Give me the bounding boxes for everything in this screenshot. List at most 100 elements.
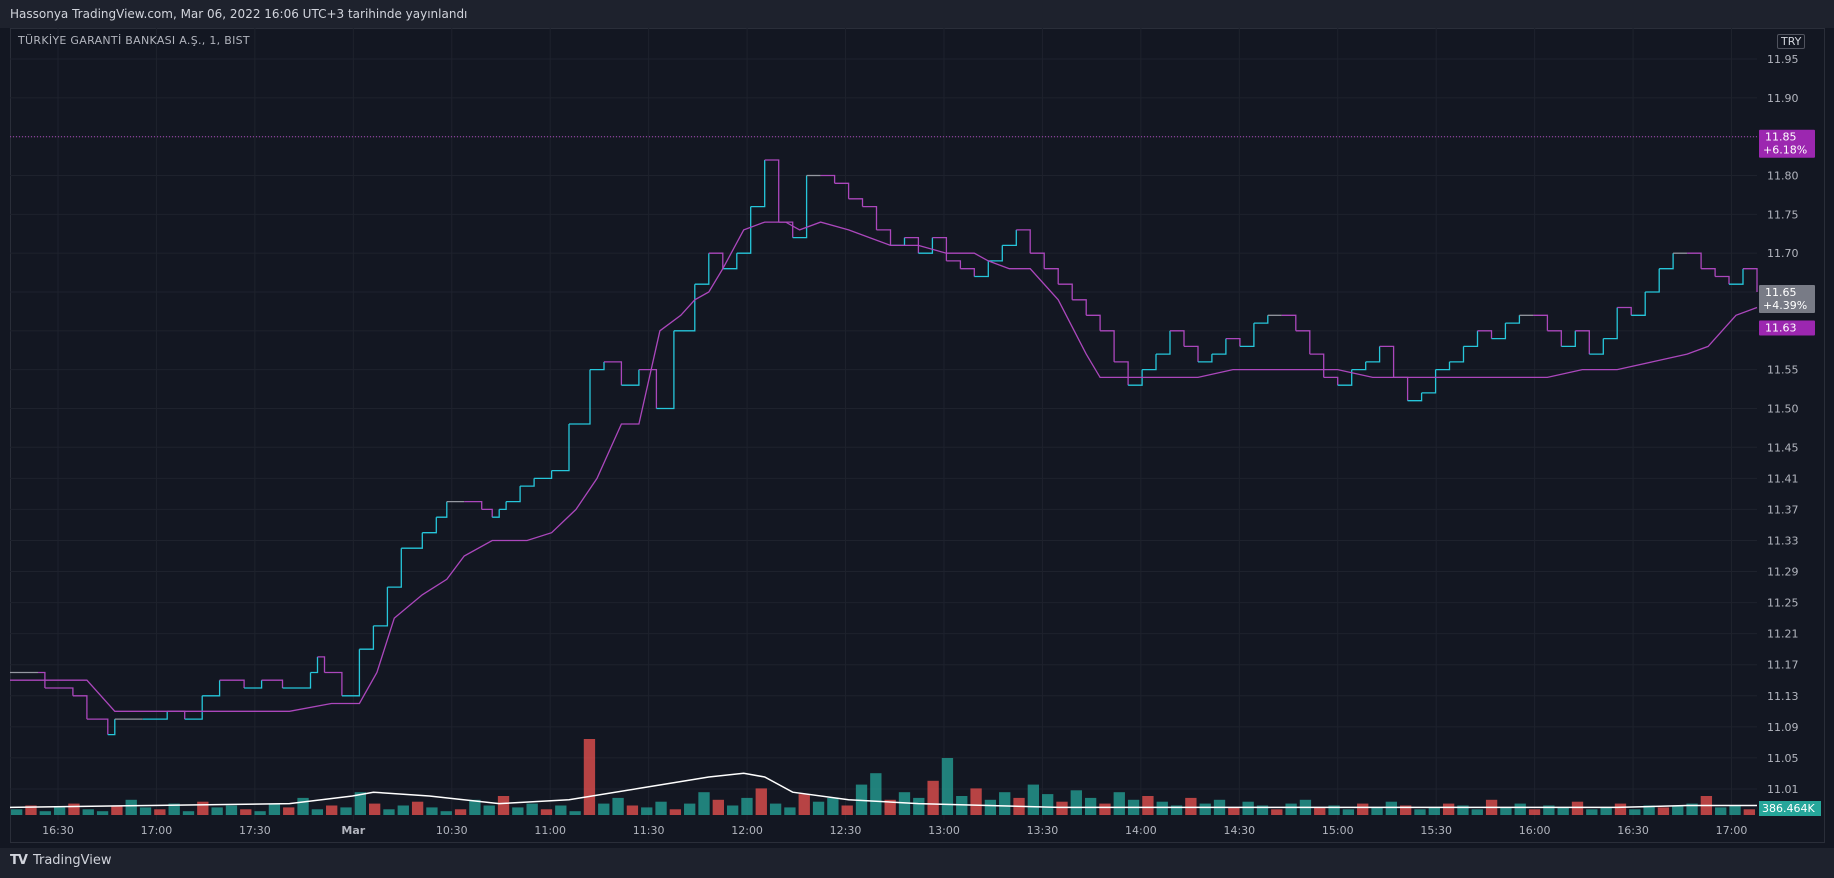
price-step-segment	[1393, 376, 1409, 401]
current-price-badge-change: +4.39%	[1763, 299, 1807, 312]
brand[interactable]: TV TradingView	[10, 853, 111, 868]
volume-bar	[999, 792, 1011, 815]
price-step-segment	[1687, 252, 1702, 269]
price-step-segment	[1030, 252, 1045, 269]
volume-bar	[1371, 807, 1383, 815]
volume-bar	[726, 805, 739, 815]
price-step-segment	[359, 625, 375, 650]
volume-bar	[1471, 809, 1483, 815]
y-tick-label: 11.80	[1767, 170, 1799, 183]
volume-bar	[655, 801, 667, 815]
vwap-badge-bg	[1759, 320, 1815, 336]
price-step-segment	[1128, 369, 1143, 386]
session-high-badge-change: +6.18%	[1763, 144, 1807, 157]
y-tick-label: 11.55	[1767, 364, 1799, 377]
price-step-segment	[534, 470, 553, 480]
session-high-badge-bg	[1759, 129, 1815, 158]
volume-bar	[182, 811, 195, 815]
volume-bar	[698, 792, 710, 815]
price-step-segment	[72, 695, 88, 720]
price-step-segment	[341, 649, 361, 697]
price-step-segment	[988, 245, 1003, 262]
volume-bar	[1743, 809, 1755, 815]
price-step-segment	[1156, 330, 1171, 355]
price-step-segment	[1142, 354, 1157, 371]
volume-bar	[1314, 807, 1326, 815]
price-step-segment	[722, 253, 738, 270]
volume-bar	[497, 796, 510, 815]
volume-bar	[68, 803, 80, 815]
volume-bar	[898, 792, 911, 815]
volume-bar	[1271, 809, 1283, 815]
price-step-segment	[834, 182, 850, 199]
x-tick-label: 14:30	[1223, 824, 1255, 837]
x-tick-label: 10:30	[436, 824, 468, 837]
price-step-segment	[1575, 330, 1590, 355]
price-axis[interactable]: 11.9511.9011.8511.8011.7511.7011.6511.60…	[1767, 53, 1799, 796]
volume-bar	[1657, 807, 1670, 815]
price-step-segment	[1211, 338, 1227, 355]
price-step-segment	[1729, 268, 1744, 285]
price-step-segment	[1072, 299, 1087, 316]
volume-bar	[1643, 805, 1655, 815]
price-step-segment	[1337, 369, 1353, 386]
volume-bar	[1070, 790, 1082, 815]
volume-bar	[1686, 803, 1698, 815]
volume-bar	[583, 739, 596, 815]
price-step-segment	[792, 175, 808, 239]
volume-bar	[1528, 809, 1541, 815]
volume-bar	[354, 792, 366, 815]
x-tick-label: 13:00	[928, 824, 960, 837]
y-tick-label: 11.37	[1767, 503, 1799, 516]
volume-bar	[941, 758, 954, 815]
vwap-badge-value: 11.63	[1765, 322, 1797, 335]
attribution-bar: Hassonya TradingView.com, Mar 06, 2022 1…	[0, 0, 1834, 28]
footer-bar	[0, 848, 1834, 878]
volume-bar	[268, 803, 281, 815]
volume-bar	[1357, 803, 1369, 815]
volume-bar	[784, 807, 796, 815]
price-step-segment	[904, 236, 920, 254]
y-tick-label: 11.50	[1767, 402, 1799, 415]
price-step-segment	[1058, 283, 1073, 300]
volume-bar	[125, 799, 137, 815]
volume-bar	[884, 799, 896, 815]
price-step-segment	[1547, 330, 1562, 347]
price-step-segment	[890, 237, 906, 247]
volume-bar	[870, 773, 882, 815]
x-tick-label: 15:30	[1420, 824, 1452, 837]
price-step-segment	[310, 656, 319, 674]
price-step-segment	[1351, 361, 1367, 371]
time-axis[interactable]: 16:30 17:00 17:30 Mar 10:30 11:00 11:30 12:00 12…	[42, 824, 1747, 837]
price-step-segment	[1016, 229, 1031, 254]
volume-bar	[483, 805, 495, 815]
current-price-badge-value: 11.65	[1765, 286, 1797, 299]
price-step-segment	[219, 679, 245, 688]
volume-bar	[1170, 805, 1183, 815]
price-step-segment	[107, 719, 116, 736]
currency-badge[interactable]: TRY	[1777, 34, 1806, 49]
price-badges: 11.85+6.18% 11.65+4.39% 11.63 386.464K	[1759, 129, 1821, 816]
price-step-segment	[1044, 268, 1059, 285]
y-tick-label: 11.33	[1767, 534, 1799, 547]
price-step-segment	[324, 671, 343, 696]
price-step-segment	[1701, 268, 1716, 277]
y-tick-label: 11.90	[1767, 92, 1799, 105]
volume-bar	[769, 803, 782, 815]
x-tick-label: Mar	[341, 824, 365, 837]
price-step-segment	[1491, 323, 1507, 340]
volume-bar	[540, 809, 553, 815]
price-step-segment	[436, 501, 448, 518]
price-step-segment	[1379, 345, 1395, 378]
price-step-segment	[1743, 268, 1758, 292]
volume-bar	[1557, 807, 1569, 815]
volume-bar	[841, 805, 853, 815]
volume-bar	[383, 809, 395, 815]
volume-ma-line	[9, 772, 1757, 809]
chart-frame[interactable]	[10, 28, 1825, 843]
volume-bar	[512, 807, 524, 815]
price-step-segment	[520, 478, 535, 487]
price-step-segment	[261, 679, 284, 688]
volume-bar	[440, 811, 452, 815]
